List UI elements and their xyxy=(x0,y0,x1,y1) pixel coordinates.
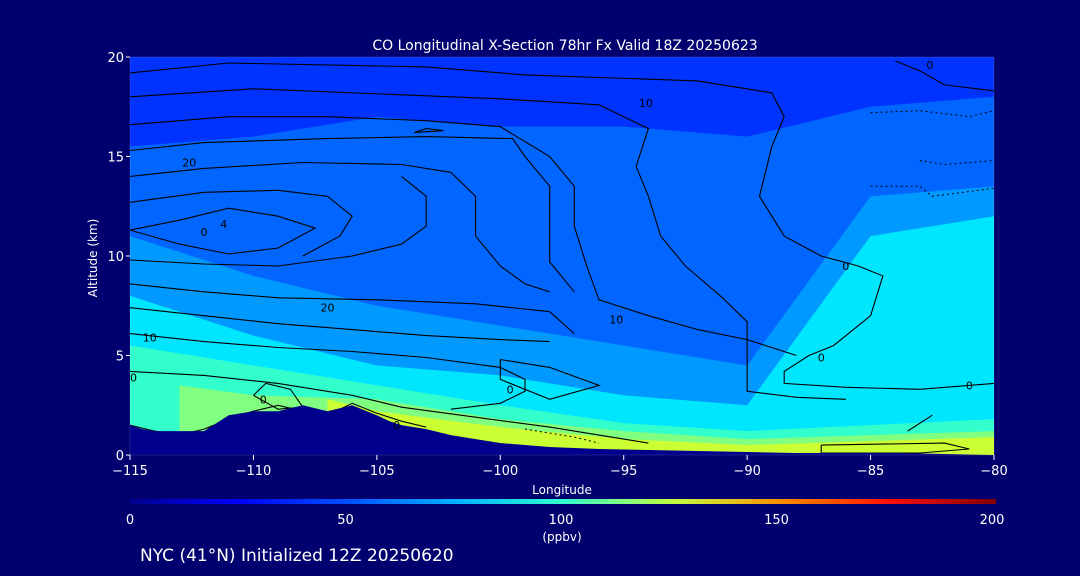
colorbar-label: (ppbv) xyxy=(542,530,581,544)
x-tick-label-5: −90 xyxy=(733,464,760,479)
colorbar-tick-label-3: 150 xyxy=(764,513,789,528)
contour-label-14: 4 xyxy=(220,218,227,231)
contour-label-8: 0 xyxy=(393,419,400,432)
y-axis: 0 5 10 15 20 xyxy=(107,51,130,464)
dashed-contour-2 xyxy=(870,110,994,118)
x-axis: −115 −110 −105 −100 −95 −90 −85 −80 xyxy=(112,455,1008,479)
dashed-contour-1 xyxy=(919,160,994,166)
dashed-contour-0 xyxy=(870,185,994,197)
contour-label-15: 0 xyxy=(818,351,825,364)
y-tick-label-0: 0 xyxy=(116,449,124,464)
contour-label-13: 0 xyxy=(926,59,933,72)
x-tick-label-7: −80 xyxy=(980,464,1007,479)
colorbar xyxy=(130,499,996,504)
contour-line-2 xyxy=(130,333,526,410)
x-tick-label-2: −105 xyxy=(359,464,395,479)
contour-label-4: 20 xyxy=(182,156,196,169)
y-axis-label: Altitude (km) xyxy=(86,219,100,298)
contour-line-7 xyxy=(130,189,353,257)
contour-label-9: 0 xyxy=(260,393,267,406)
contour-label-5: 10 xyxy=(639,97,653,110)
colorbar-tick-label-0: 0 xyxy=(126,513,134,528)
contour-line-5 xyxy=(130,175,427,267)
contour-line-10 xyxy=(130,116,797,357)
contour-line-13 xyxy=(895,60,994,92)
footer-text: NYC (41°N) Initialized 12Z 20250620 xyxy=(140,546,454,566)
contour-label-12: 0 xyxy=(966,379,973,392)
terrain-mask xyxy=(130,405,994,455)
colorbar-ticks: 0 50 100 150 200 xyxy=(126,513,1005,528)
contour-line-1 xyxy=(130,370,649,444)
x-tick-label-0: −115 xyxy=(112,464,148,479)
x-tick-label-1: −110 xyxy=(236,464,272,479)
x-tick-label-4: −95 xyxy=(610,464,637,479)
terrain-shape xyxy=(130,405,994,455)
x-axis-label: Longitude xyxy=(532,483,592,497)
contour-line-16 xyxy=(499,358,601,400)
dashed-contour-3 xyxy=(524,428,600,444)
contour-lines xyxy=(130,60,994,454)
y-tick-label-3: 15 xyxy=(107,151,124,166)
colorbar-tick-label-2: 100 xyxy=(549,513,574,528)
shaded-band-6 xyxy=(327,399,994,455)
contour-line-17 xyxy=(253,382,304,410)
contour-label-10: 0 xyxy=(201,226,208,239)
contour-line-12 xyxy=(130,62,994,390)
contour-line-15 xyxy=(820,442,970,454)
y-tick-label-2: 10 xyxy=(107,250,124,265)
y-tick-label-4: 20 xyxy=(107,51,124,66)
contour-line-14 xyxy=(907,414,933,432)
contour-line-8 xyxy=(130,161,550,293)
contour-label-0: 10 xyxy=(143,332,157,345)
x-tick-label-3: −100 xyxy=(482,464,518,479)
y-tick-label-1: 5 xyxy=(116,350,124,365)
colorbar-tick-label-4: 200 xyxy=(980,513,1005,528)
contour-line-3 xyxy=(130,307,550,343)
contour-label-1: 20 xyxy=(320,302,334,315)
contour-label-6: 0 xyxy=(507,383,514,396)
contour-label-2: 30 xyxy=(116,192,130,205)
contour-line-18 xyxy=(413,128,444,134)
chart-title: CO Longitudinal X-Section 78hr Fx Valid … xyxy=(372,38,757,54)
contour-label-7: 10 xyxy=(123,371,137,384)
contour-label-3: 10 xyxy=(609,314,623,327)
contour-line-6 xyxy=(130,207,317,255)
contour-label-11: 0 xyxy=(842,260,849,273)
x-tick-label-6: −85 xyxy=(857,464,884,479)
colorbar-tick-label-1: 50 xyxy=(337,513,354,528)
contour-line-9 xyxy=(130,136,575,293)
contour-line-11 xyxy=(130,88,846,400)
contour-line-4 xyxy=(130,283,575,335)
